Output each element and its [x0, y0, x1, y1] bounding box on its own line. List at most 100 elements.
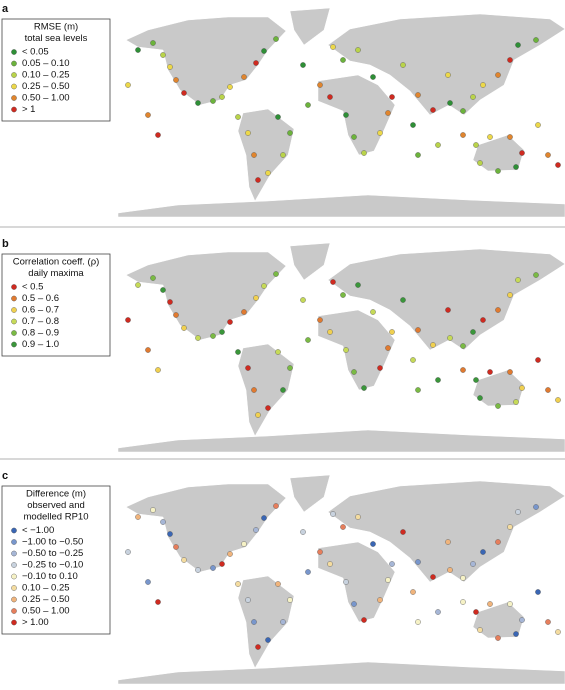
legend-box	[1, 253, 111, 357]
station	[351, 601, 357, 607]
station	[287, 365, 293, 371]
station	[370, 309, 376, 315]
station	[460, 575, 466, 581]
map	[117, 7, 565, 218]
station	[495, 403, 501, 409]
station	[361, 617, 367, 623]
station	[300, 529, 306, 535]
station	[261, 515, 267, 521]
station	[275, 581, 281, 587]
station	[513, 631, 519, 637]
station	[519, 150, 525, 156]
legend-label: 0.10 – 0.25	[22, 70, 70, 81]
station	[535, 122, 541, 128]
station	[305, 569, 311, 575]
station	[317, 317, 323, 323]
station	[155, 599, 161, 605]
station	[470, 561, 476, 567]
legend-marker	[11, 341, 17, 348]
station	[447, 100, 453, 106]
station	[280, 152, 286, 158]
station	[210, 98, 216, 104]
legend-marker	[11, 573, 17, 580]
station	[389, 94, 395, 100]
legend-label: 0.8 – 0.9	[22, 328, 59, 339]
map	[117, 242, 565, 453]
station	[155, 367, 161, 373]
station	[435, 142, 441, 148]
station	[430, 574, 436, 580]
station	[251, 387, 257, 393]
station	[507, 134, 513, 140]
station	[410, 357, 416, 363]
station	[287, 130, 293, 136]
station	[385, 577, 391, 583]
station	[251, 619, 257, 625]
station	[167, 299, 173, 305]
station	[195, 100, 201, 106]
panel-label: a	[2, 3, 9, 15]
station	[470, 94, 476, 100]
legend-marker	[11, 95, 17, 101]
station	[487, 134, 493, 140]
station	[445, 307, 451, 313]
panel-label: c	[2, 470, 8, 482]
station	[477, 160, 483, 166]
legend-label: 0.9 – 1.0	[22, 339, 59, 350]
station	[519, 385, 525, 391]
station	[300, 297, 306, 303]
station	[400, 529, 406, 535]
station	[167, 531, 173, 537]
station	[351, 369, 357, 375]
legend-box	[1, 18, 111, 122]
station	[340, 524, 346, 530]
station	[473, 609, 479, 615]
legend-label: < 0.05	[22, 47, 49, 58]
station	[265, 405, 271, 411]
station	[343, 347, 349, 353]
legend-marker	[11, 295, 17, 302]
station	[255, 412, 261, 418]
station	[355, 47, 361, 53]
station	[327, 561, 333, 567]
station	[545, 387, 551, 393]
station	[445, 72, 451, 78]
station	[125, 549, 131, 555]
station	[487, 369, 493, 375]
station	[477, 395, 483, 401]
station	[330, 279, 336, 285]
legend-marker	[11, 106, 17, 113]
station	[280, 387, 286, 393]
station	[280, 619, 286, 625]
station	[507, 369, 513, 375]
station	[535, 357, 541, 363]
legend-label: −0.10 to 0.10	[22, 571, 78, 582]
station	[415, 152, 421, 158]
station	[173, 544, 179, 550]
station	[495, 539, 501, 545]
legend-label: > 1	[22, 104, 35, 115]
station	[480, 549, 486, 555]
station	[445, 539, 451, 545]
station	[173, 77, 179, 83]
legend-marker	[11, 619, 17, 626]
station	[219, 329, 225, 335]
station	[235, 349, 241, 355]
station	[241, 541, 247, 547]
station	[235, 114, 241, 120]
legend-label: > 1.00	[22, 617, 49, 628]
legend-title: Correlation coeff. (ρ)	[13, 257, 100, 268]
legend-box	[1, 485, 111, 635]
station	[305, 337, 311, 343]
station	[430, 107, 436, 113]
station	[377, 597, 383, 603]
land	[117, 7, 565, 218]
legend-title: observed and	[27, 500, 85, 511]
station	[355, 514, 361, 520]
station	[507, 292, 513, 298]
legend-marker	[11, 562, 17, 568]
station	[181, 557, 187, 563]
legend-label: 0.50 – 1.00	[22, 93, 70, 104]
station	[495, 307, 501, 313]
station	[210, 333, 216, 339]
